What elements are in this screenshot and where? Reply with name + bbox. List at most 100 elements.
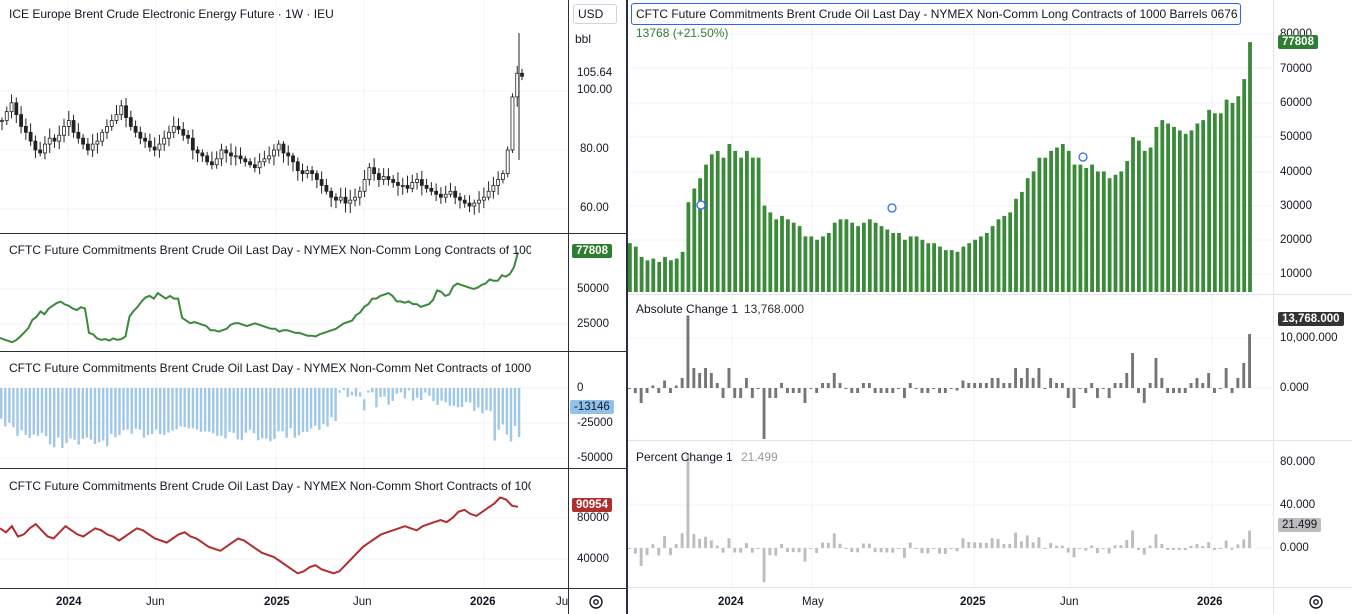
pane-separator[interactable]	[628, 440, 1352, 441]
net-histogram-bar	[342, 388, 345, 390]
percent-change-bar	[657, 548, 661, 556]
price-candle-body	[133, 126, 138, 133]
absolute-change-bar	[1242, 363, 1246, 388]
percent-change-bar	[1037, 537, 1041, 549]
long-contracts-bar	[879, 226, 884, 292]
long-contracts-bar	[926, 243, 931, 292]
time-axis-label: Jun	[146, 596, 165, 608]
net-histogram-bar	[354, 388, 358, 397]
percent-change-bar	[832, 533, 836, 548]
pane-separator[interactable]	[0, 588, 627, 589]
absolute-change-bar	[920, 388, 924, 393]
price-candle-body	[491, 184, 496, 192]
net-histogram-bar	[232, 388, 235, 433]
long-contracts-bar	[844, 219, 849, 292]
percent-change-bar	[967, 542, 971, 548]
long-contracts-pane[interactable]: CFTC Future Commitments Brent Crude Oil …	[0, 234, 568, 351]
pane-separator[interactable]	[0, 233, 627, 234]
net-value-badge: -13146	[570, 400, 614, 414]
long-contracts-bar	[867, 219, 872, 292]
net-histogram-bar	[261, 388, 264, 439]
long-contracts-bar	[832, 222, 837, 292]
time-axis-label: 2026	[1197, 596, 1223, 608]
percent-change-pane[interactable]: Percent Change 1 21.499	[628, 441, 1274, 587]
net-histogram-bar	[297, 388, 301, 436]
main-axis-label: 10000	[1280, 268, 1312, 280]
net-histogram-bar	[452, 388, 456, 406]
unit-button[interactable]: bbl	[575, 32, 592, 46]
left-gear-icon[interactable]	[588, 594, 604, 610]
long-contracts-bar	[1043, 157, 1048, 292]
price-candle-body	[372, 167, 377, 174]
absolute-change-bar	[990, 378, 994, 388]
absolute-change-bar	[639, 388, 643, 403]
price-candle-body	[448, 190, 453, 195]
absolute-change-bar	[844, 388, 848, 389]
percent-change-bar	[791, 548, 795, 553]
time-axis-label: Jun	[353, 596, 372, 608]
net-histogram-bar	[65, 388, 68, 443]
currency-button[interactable]: USD	[573, 4, 617, 24]
pane-separator[interactable]	[628, 587, 1352, 588]
net-histogram-bar	[0, 388, 3, 419]
long-contracts-bar	[1055, 147, 1059, 292]
net-histogram-bar	[69, 388, 72, 439]
absolute-change-pane[interactable]: Absolute Change 1 13,768.000	[628, 295, 1274, 439]
percent-change-bar	[1060, 545, 1064, 548]
absolute-change-bar	[1207, 373, 1211, 388]
net-histogram-bar	[183, 388, 186, 427]
pct-pane-title: Percent Change 1	[636, 450, 733, 464]
right-chart-panel[interactable]: CFTC Future Commitments Brent Crude Oil …	[628, 0, 1352, 614]
absolute-change-bar	[1236, 378, 1240, 388]
net-histogram-bar	[497, 388, 500, 430]
price-candle-body	[391, 179, 396, 183]
main-pane-title[interactable]: CFTC Future Commitments Brent Crude Oil …	[631, 3, 1241, 25]
net-histogram-bar	[102, 388, 105, 441]
percent-change-bar	[698, 538, 702, 548]
price-candle-body	[295, 161, 300, 172]
percent-change-bar	[1166, 548, 1170, 550]
net-histogram-bar	[73, 388, 76, 440]
absolute-change-bar	[715, 383, 719, 388]
short-contracts-pane[interactable]: CFTC Future Commitments Brent Crude Oil …	[0, 469, 568, 588]
absolute-change-bar	[873, 388, 877, 393]
absolute-change-bar	[745, 378, 748, 388]
absolute-change-bar	[1072, 388, 1076, 408]
left-chart-panel[interactable]: ICE Europe Brent Crude Electronic Energy…	[0, 0, 627, 614]
net-histogram-bar	[326, 388, 329, 427]
price-candle-body	[405, 184, 410, 189]
pane-separator[interactable]	[0, 468, 627, 469]
long-contracts-bar	[1072, 164, 1077, 292]
net-contracts-pane[interactable]: CFTC Future Commitments Brent Crude Oil …	[0, 352, 568, 468]
long-contracts-bar	[1084, 168, 1089, 292]
net-histogram-bar	[8, 388, 11, 423]
percent-change-bar	[1154, 534, 1158, 548]
percent-change-bar	[727, 538, 731, 548]
pane-separator[interactable]	[628, 294, 1352, 295]
panel-divider[interactable]	[626, 0, 628, 614]
percent-change-bar	[867, 543, 871, 548]
net-histogram-bar	[305, 388, 309, 432]
price-axis-label: 80.00	[580, 143, 609, 155]
price-pane[interactable]: ICE Europe Brent Crude Electronic Energy…	[0, 0, 568, 233]
absolute-change-bar	[838, 383, 842, 388]
net-histogram-bar	[391, 388, 394, 401]
right-gear-icon[interactable]	[1308, 594, 1324, 610]
absolute-change-bar	[914, 388, 918, 389]
pane-separator[interactable]	[0, 351, 627, 352]
price-candle-body	[95, 140, 100, 145]
price-candle-body	[100, 131, 105, 142]
percent-change-bar	[1125, 539, 1129, 548]
net-histogram-bar	[208, 388, 211, 432]
price-candle-body	[138, 131, 143, 139]
event-marker	[887, 203, 897, 213]
main-long-pane[interactable]: CFTC Future Commitments Brent Crude Oil …	[628, 0, 1274, 294]
price-candle-body	[267, 155, 272, 160]
price-candle-body	[33, 140, 38, 151]
long-contracts-bar	[750, 157, 755, 292]
absolute-change-bar	[750, 388, 754, 398]
percent-change-bar	[1236, 544, 1240, 548]
percent-change-histogram	[628, 441, 1274, 587]
long-value-badge: 77808	[572, 244, 612, 258]
price-candle-body	[248, 161, 252, 166]
